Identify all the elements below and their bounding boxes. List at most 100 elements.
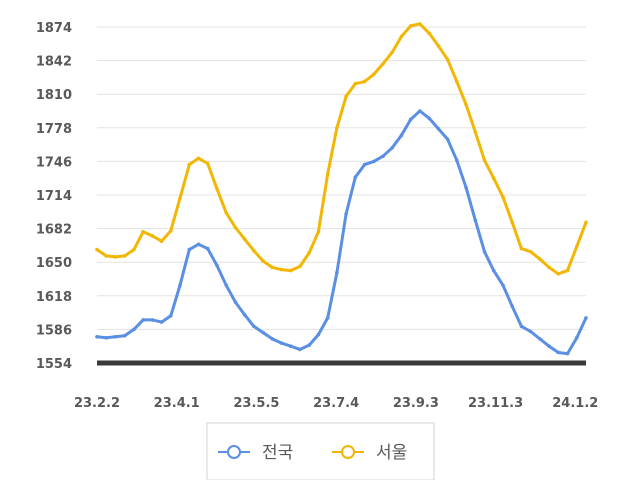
x-tick-label: 23.11.3: [468, 396, 523, 411]
x-axis-ticks: 23.2.2 23.4.1 23.5.5 23.7.4 23.9.3 23.11.3 24.…: [74, 396, 598, 411]
data-point: [353, 81, 358, 86]
data-point: [482, 249, 487, 254]
data-point: [519, 324, 524, 329]
data-point: [169, 314, 173, 318]
data-point: [390, 146, 395, 150]
legend-label-seoul: 서울: [376, 443, 407, 463]
gridlines: [97, 26, 586, 330]
data-point: [122, 333, 127, 338]
data-point: [501, 283, 505, 288]
data-point: [575, 244, 579, 249]
data-point: [528, 249, 533, 254]
series-national: [95, 109, 588, 356]
data-point: [325, 316, 330, 320]
data-point: [399, 133, 404, 137]
data-point: [381, 62, 385, 66]
x-tick-label: 24.1.2: [552, 396, 598, 411]
data-point: [261, 259, 265, 263]
data-point: [316, 332, 321, 337]
legend: 전국 서울: [206, 422, 435, 480]
data-point: [491, 268, 496, 273]
data-point: [196, 156, 201, 161]
data-point: [187, 247, 192, 252]
data-point: [215, 263, 219, 268]
data-point: [353, 175, 358, 179]
data-point: [390, 50, 395, 54]
x-tick-label: 23.4.1: [154, 396, 200, 411]
series-line: [95, 109, 588, 356]
data-point: [436, 44, 441, 48]
data-point: [224, 211, 228, 215]
data-point: [178, 196, 182, 200]
data-point: [169, 228, 173, 233]
data-point: [399, 34, 404, 39]
data-point: [473, 130, 478, 134]
y-tick-label: 1586: [36, 323, 72, 338]
data-point: [372, 72, 376, 77]
data-point: [298, 264, 302, 269]
data-point: [427, 116, 432, 121]
data-point: [113, 255, 118, 259]
data-point: [565, 351, 570, 356]
data-point: [519, 246, 524, 251]
data-point: [289, 344, 293, 349]
data-point: [455, 158, 459, 163]
data-point: [95, 335, 99, 339]
data-point: [547, 344, 551, 349]
data-point: [224, 283, 228, 288]
data-point: [418, 109, 422, 113]
data-point: [335, 126, 339, 130]
data-point: [233, 300, 238, 304]
data-point: [325, 172, 330, 176]
y-tick-label: 1778: [36, 122, 72, 137]
data-point: [150, 234, 155, 238]
data-point: [150, 318, 155, 322]
series-seoul: [95, 22, 588, 276]
data-point: [372, 159, 376, 164]
data-point: [205, 246, 210, 251]
x-tick-label: 23.7.4: [313, 396, 359, 411]
data-point: [289, 268, 293, 273]
data-point: [187, 162, 192, 167]
data-point: [252, 248, 256, 253]
data-point: [159, 320, 164, 324]
data-point: [445, 137, 450, 142]
data-point: [242, 237, 247, 241]
data-point: [307, 343, 312, 347]
x-tick-label: 23.2.2: [74, 396, 120, 411]
data-point: [510, 220, 514, 225]
y-tick-label: 1554: [36, 357, 72, 372]
data-point: [270, 265, 275, 270]
y-tick-label: 1618: [36, 290, 72, 305]
series-lines: [95, 22, 588, 356]
x-tick-label: 23.9.3: [393, 396, 439, 411]
y-tick-label: 1714: [36, 189, 72, 204]
series-line: [95, 22, 588, 276]
y-tick-label: 1842: [36, 55, 72, 70]
data-point: [104, 336, 108, 340]
legend-marker-national: [227, 445, 241, 459]
data-point: [252, 324, 256, 329]
data-point: [445, 57, 450, 62]
data-point: [335, 270, 339, 275]
data-point: [307, 251, 312, 255]
data-point: [427, 31, 432, 36]
data-point: [528, 329, 533, 334]
data-point: [482, 158, 487, 163]
data-point: [178, 283, 182, 288]
data-point: [344, 212, 348, 216]
data-point: [205, 161, 210, 166]
data-point: [113, 335, 118, 339]
data-point: [556, 272, 561, 276]
data-point: [104, 254, 108, 258]
y-tick-label: 1874: [36, 21, 72, 36]
data-point: [196, 242, 201, 247]
data-point: [141, 318, 145, 322]
y-tick-label: 1810: [36, 88, 72, 103]
y-tick-label: 1746: [36, 155, 72, 170]
data-point: [316, 230, 321, 234]
data-point: [464, 185, 468, 190]
data-point: [565, 268, 570, 273]
data-point: [556, 350, 561, 355]
